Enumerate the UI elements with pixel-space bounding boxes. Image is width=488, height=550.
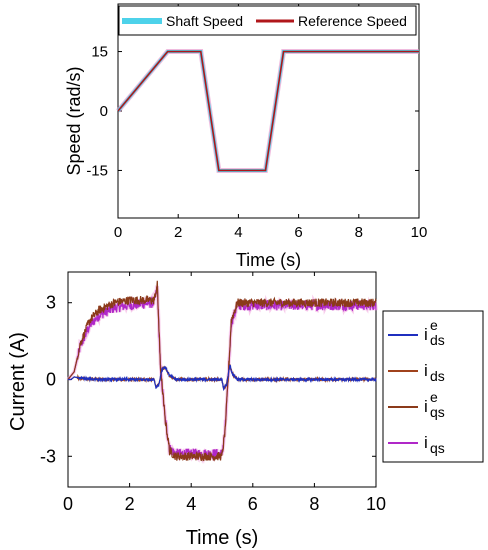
current-y-tick-label: 0 (46, 370, 56, 390)
current-x-axis-label: Time (s) (186, 527, 259, 549)
current-x-tick-label: 6 (248, 494, 258, 514)
current-x-tick-label: 0 (63, 494, 73, 514)
legend-label-iqs_e: i e qs (424, 389, 445, 420)
series-line-iqs_e (67, 280, 377, 462)
current-legend-box (382, 310, 484, 463)
legend-label-iqs: i qs (424, 433, 445, 456)
reference-speed-line (117, 50, 419, 172)
speed-x-tick-label: 0 (114, 224, 122, 241)
current-x-tick-label: 8 (309, 494, 319, 514)
current-legend: i e ds i ds i e qs i qs (382, 310, 484, 463)
legend-label-shaft-speed: Shaft Speed (166, 13, 243, 29)
speed-x-tick-label: 10 (411, 224, 428, 241)
speed-x-axis-label: Time (s) (236, 250, 301, 270)
current-chart: 0 2 4 6 8 10 3 0 -3 Time (s) Current (A) i e ds i ds i e q… (7, 271, 484, 549)
current-y-axis-label: Current (A) (7, 332, 29, 431)
current-y-tick-label: -3 (40, 446, 56, 466)
speed-x-tick-label: 6 (294, 224, 302, 241)
current-x-tick-label: 4 (186, 494, 196, 514)
legend-label-ids_e: i e ds (424, 317, 445, 348)
speed-chart: 0 2 4 6 8 10 15 0 -15 Time (s) Speed (rad/s) Shaft … (64, 3, 428, 270)
speed-y-tick-label: 15 (91, 44, 108, 61)
series-line-ids_e (68, 364, 377, 392)
speed-y-axis-label: Speed (rad/s) (64, 66, 84, 175)
speed-x-tick-label: 8 (355, 224, 363, 241)
legend-label-reference-speed: Reference Speed (298, 13, 407, 29)
current-y-tick-label: 3 (46, 293, 56, 313)
speed-y-tick-label: 0 (100, 103, 108, 120)
current-x-tick-label: 10 (366, 494, 386, 514)
speed-legend: Shaft Speed Reference Speed (118, 5, 417, 36)
speed-y-tick-label: -15 (86, 162, 108, 179)
speed-x-tick-label: 4 (234, 224, 242, 241)
speed-x-tick-label: 2 (174, 224, 182, 241)
current-x-tick-label: 2 (125, 494, 135, 514)
legend-label-ids: i ds (424, 361, 445, 384)
speed-plot-area (117, 3, 420, 219)
